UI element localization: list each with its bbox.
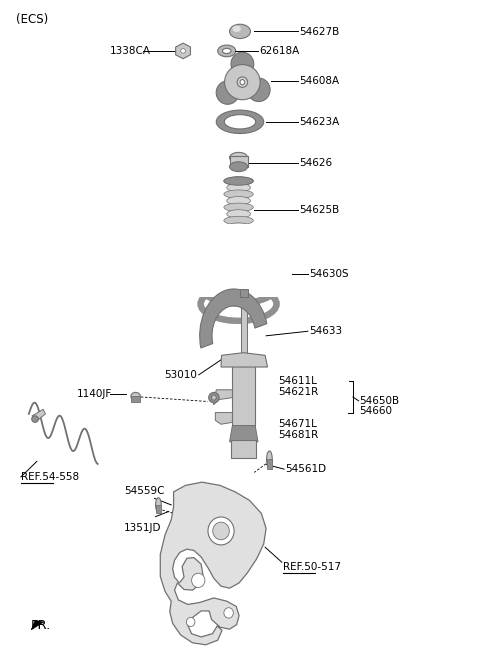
Bar — [131, 396, 140, 402]
Bar — [266, 459, 272, 469]
Text: 1140JF: 1140JF — [76, 390, 111, 400]
Bar — [196, 242, 281, 262]
Text: 54611L: 54611L — [278, 377, 317, 386]
Text: REF.54-558: REF.54-558 — [21, 472, 79, 482]
Wedge shape — [200, 289, 267, 348]
Text: FR.: FR. — [31, 619, 51, 632]
Ellipse shape — [227, 223, 251, 232]
Text: 54623A: 54623A — [300, 117, 339, 127]
Polygon shape — [32, 409, 46, 422]
Ellipse shape — [247, 78, 270, 102]
Text: 54559C: 54559C — [124, 485, 164, 496]
Polygon shape — [221, 353, 267, 367]
Text: 54650B: 54650B — [360, 396, 400, 406]
Ellipse shape — [224, 607, 233, 618]
Ellipse shape — [180, 49, 185, 53]
Ellipse shape — [231, 52, 254, 75]
Ellipse shape — [224, 176, 253, 185]
Bar — [241, 292, 247, 354]
Text: 54608A: 54608A — [300, 76, 339, 86]
Ellipse shape — [227, 210, 251, 218]
Bar — [229, 156, 248, 167]
Text: 1338CA: 1338CA — [109, 46, 151, 56]
Ellipse shape — [213, 522, 229, 540]
Ellipse shape — [266, 451, 272, 468]
Text: 62618A: 62618A — [259, 46, 299, 56]
Text: 54626: 54626 — [300, 158, 333, 168]
Text: 1351JD: 1351JD — [124, 523, 161, 533]
Ellipse shape — [208, 517, 234, 545]
Ellipse shape — [156, 498, 161, 512]
Bar — [196, 278, 281, 297]
Polygon shape — [229, 426, 258, 442]
Ellipse shape — [224, 115, 256, 129]
Text: REF.50-517: REF.50-517 — [283, 562, 341, 572]
Ellipse shape — [224, 230, 253, 238]
Text: 54633: 54633 — [309, 326, 342, 337]
Ellipse shape — [216, 110, 264, 134]
Polygon shape — [216, 413, 232, 424]
Ellipse shape — [186, 617, 195, 626]
Bar — [196, 260, 281, 280]
Ellipse shape — [224, 203, 253, 212]
Text: (ECS): (ECS) — [16, 13, 48, 26]
Bar — [231, 440, 256, 458]
Ellipse shape — [218, 45, 236, 57]
Ellipse shape — [216, 81, 239, 104]
Ellipse shape — [229, 152, 248, 163]
Polygon shape — [214, 390, 232, 405]
Polygon shape — [31, 621, 44, 630]
Ellipse shape — [212, 395, 216, 400]
Ellipse shape — [131, 392, 140, 400]
Text: 53010: 53010 — [164, 370, 197, 380]
Bar — [232, 366, 255, 426]
Ellipse shape — [227, 197, 251, 205]
Text: 54660: 54660 — [360, 406, 393, 417]
Text: 54630S: 54630S — [309, 269, 348, 279]
Text: 54627B: 54627B — [300, 27, 339, 37]
Text: 54621R: 54621R — [278, 387, 318, 397]
Ellipse shape — [224, 230, 253, 238]
Ellipse shape — [224, 176, 253, 185]
Bar — [156, 505, 161, 514]
Ellipse shape — [229, 162, 248, 172]
Ellipse shape — [232, 26, 241, 32]
Ellipse shape — [240, 79, 245, 85]
Ellipse shape — [209, 392, 219, 403]
Polygon shape — [176, 43, 191, 59]
Ellipse shape — [32, 416, 38, 422]
Ellipse shape — [192, 573, 205, 588]
Ellipse shape — [224, 190, 253, 198]
Text: 54625B: 54625B — [300, 205, 339, 215]
Ellipse shape — [237, 77, 248, 87]
Ellipse shape — [222, 49, 231, 54]
Polygon shape — [160, 482, 266, 645]
Bar — [240, 289, 248, 297]
Text: 54681R: 54681R — [278, 430, 318, 440]
Ellipse shape — [229, 24, 251, 39]
Ellipse shape — [224, 216, 253, 225]
Ellipse shape — [225, 64, 260, 100]
Bar — [196, 224, 281, 243]
Text: 54561D: 54561D — [285, 464, 326, 474]
Ellipse shape — [227, 184, 251, 192]
Text: 54671L: 54671L — [278, 419, 317, 429]
